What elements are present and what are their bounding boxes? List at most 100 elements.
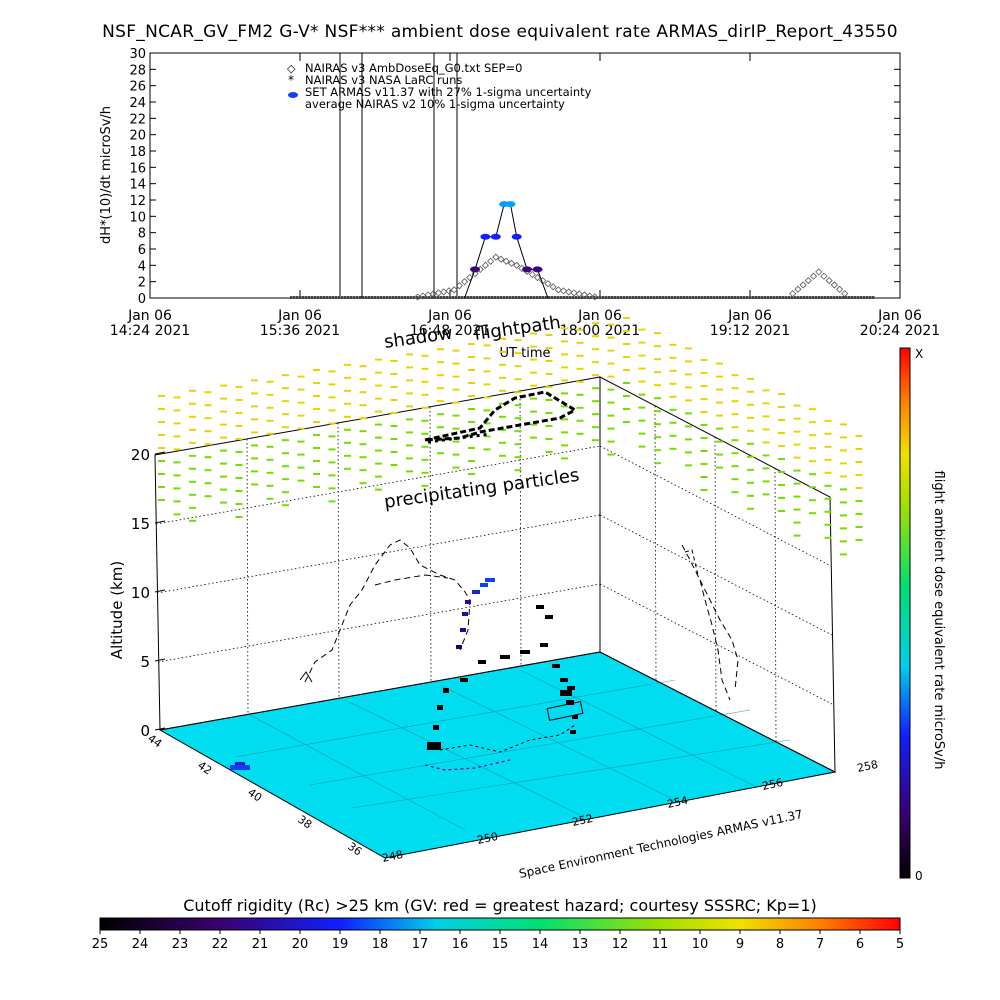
particle-mark: [220, 397, 227, 400]
dose-rate-colorbar-gradient: [899, 347, 911, 879]
particle-mark: [592, 374, 599, 377]
particle-mark: [328, 422, 336, 425]
particle-mark: [468, 356, 475, 358]
particle-mark: [576, 341, 584, 344]
particle-mark: [607, 323, 615, 326]
particle-mark: [855, 526, 863, 528]
baseline-marker: [302, 296, 305, 299]
baseline-marker: [866, 296, 869, 299]
particle-mark: [545, 360, 553, 362]
particle-mark: [251, 431, 258, 434]
particle-mark: [483, 357, 491, 360]
particle-mark: [189, 428, 196, 431]
particle-mark: [855, 500, 863, 502]
particle-mark: [452, 427, 460, 430]
particle-mark: [731, 387, 739, 390]
particle-mark: [173, 396, 181, 399]
particle-mark: [297, 401, 305, 404]
longitude-tick-label: 254: [666, 794, 689, 811]
baseline-marker: [689, 296, 692, 299]
particle-mark: [654, 358, 661, 361]
particle-mark: [220, 423, 227, 426]
longitude-tick-label: 248: [381, 848, 404, 865]
particle-mark: [158, 447, 165, 449]
altitude-ticks: 0 5 10 15 20: [131, 446, 166, 740]
particle-mark: [607, 401, 615, 404]
particle-mark: [638, 341, 646, 344]
particle-mark: [607, 349, 615, 352]
baseline-marker: [458, 296, 461, 299]
y-tick-label: 16: [129, 161, 146, 176]
nairas-point: [591, 293, 599, 301]
baseline-marker: [425, 296, 428, 299]
particle-mark: [328, 461, 336, 464]
particle-mark: [685, 360, 692, 363]
particle-mark: [189, 467, 196, 470]
baseline-marker: [857, 296, 860, 299]
particle-mark: [855, 539, 863, 541]
particle-mark: [499, 415, 506, 418]
legend-marker-armas: [288, 92, 298, 98]
particle-mark: [530, 371, 537, 374]
particle-mark: [344, 467, 351, 470]
particle-mark: [654, 436, 661, 439]
particle-mark: [375, 423, 382, 426]
particle-mark: [607, 440, 615, 443]
colorbar-tick-label: 21: [252, 937, 269, 952]
particle-mark: [328, 500, 336, 503]
particle-mark: [793, 534, 801, 537]
particle-mark: [731, 491, 739, 494]
particle-mark: [840, 527, 847, 530]
particle-mark: [406, 470, 413, 473]
particle-mark: [623, 330, 630, 332]
particle-mark: [685, 438, 692, 441]
particle-mark: [514, 456, 522, 459]
particle-mark: [623, 317, 630, 319]
x-tick-time: 20:24 2021: [860, 323, 940, 339]
baseline-marker: [668, 296, 671, 299]
particle-mark: [638, 380, 646, 383]
baseline-marker: [509, 296, 512, 299]
particle-mark: [452, 466, 460, 469]
particle-mark: [282, 426, 289, 429]
baseline-marker: [812, 296, 815, 299]
particle-mark: [700, 359, 708, 361]
particle-mark: [809, 486, 816, 489]
particle-mark: [204, 469, 212, 472]
particle-mark: [158, 473, 165, 475]
nairas-point: [461, 278, 469, 286]
nairas-point: [794, 285, 802, 293]
particle-mark: [778, 458, 785, 460]
particle-mark: [390, 373, 398, 375]
baseline-marker: [848, 296, 851, 299]
particle-mark: [452, 388, 460, 391]
particle-mark: [840, 501, 847, 504]
baseline-marker: [542, 296, 545, 299]
nairas-point: [825, 277, 833, 285]
y-tick-label: 6: [138, 243, 146, 258]
particle-mark: [375, 436, 382, 439]
particle-mark: [592, 335, 599, 338]
particle-mark: [251, 470, 258, 473]
particle-mark: [638, 393, 646, 396]
particle-mark: [824, 432, 832, 435]
baseline-marker: [602, 296, 605, 299]
y-tick-label: 10: [129, 210, 146, 225]
particle-mark: [220, 462, 227, 465]
particle-mark: [158, 499, 165, 501]
baseline-marker: [707, 296, 710, 299]
baseline-marker: [764, 296, 767, 299]
nairas-point: [544, 280, 552, 288]
baseline-marker: [335, 296, 338, 299]
particle-mark: [220, 501, 227, 504]
colorbar-tick-label: 11: [652, 937, 669, 952]
particle-mark: [437, 413, 444, 416]
particle-mark: [204, 404, 212, 407]
baseline-marker: [581, 296, 584, 299]
baseline-marker: [533, 296, 536, 299]
baseline-marker: [536, 296, 539, 299]
x-tick-date: Jan 06: [577, 308, 622, 324]
particle-mark: [762, 389, 770, 392]
particle-mark: [468, 447, 475, 449]
particle-mark: [840, 553, 847, 556]
